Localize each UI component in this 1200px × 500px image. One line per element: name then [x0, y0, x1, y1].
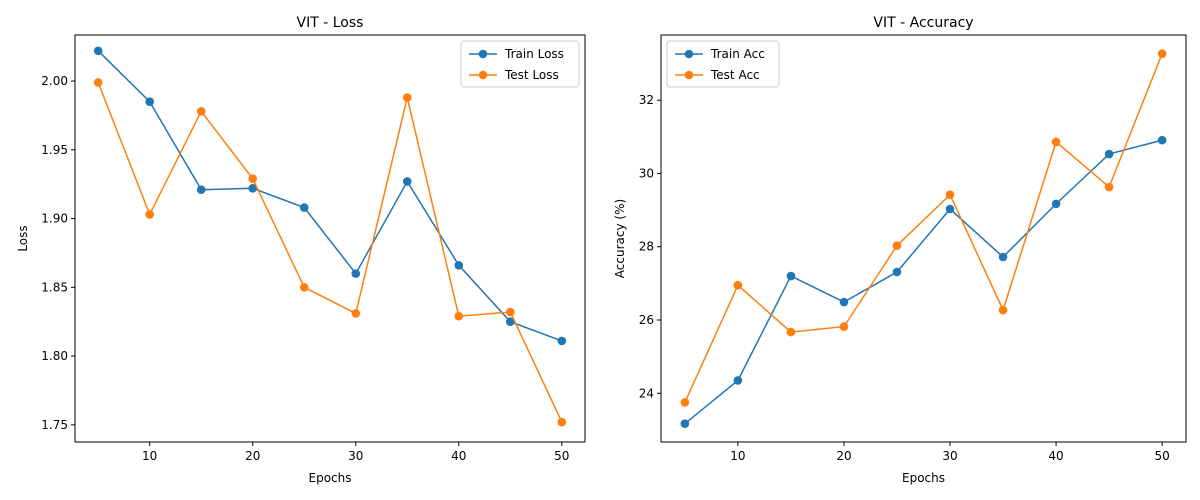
chart-title: VIT - Loss	[297, 15, 364, 31]
x-tick-label: 10	[142, 449, 157, 463]
data-point	[506, 317, 515, 326]
legend-swatch-marker	[478, 49, 488, 59]
data-point	[680, 398, 690, 407]
legend-label: Test Acc	[710, 68, 760, 82]
legend-swatch-marker	[478, 70, 488, 80]
data-point	[93, 46, 103, 56]
legend-label: Train Loss	[504, 47, 564, 61]
legend-swatch-marker	[684, 49, 694, 59]
data-point	[1157, 135, 1167, 145]
y-tick-label: 1.80	[41, 349, 68, 363]
chart-panel-1: VIT - Accuracy 10 20 30 40 50 24 26 28 30 32 Epochs…	[613, 15, 1187, 485]
data-point	[557, 417, 567, 427]
data-point	[402, 93, 412, 102]
x-tick-label: 40	[451, 449, 466, 463]
y-tick-label: 2.00	[41, 74, 68, 88]
data-point	[1157, 49, 1167, 58]
data-point	[351, 269, 361, 278]
data-point	[892, 241, 902, 250]
x-axis-title: Epochs	[309, 471, 352, 485]
y-tick-label: 26	[639, 313, 654, 327]
data-point	[680, 419, 690, 428]
data-point	[402, 177, 412, 186]
data-point	[733, 376, 743, 385]
data-point	[248, 184, 258, 193]
data-point	[839, 322, 849, 331]
data-point	[945, 190, 955, 200]
x-tick-label: 50	[554, 449, 569, 463]
data-point	[1104, 182, 1114, 192]
y-tick-label: 24	[639, 386, 654, 400]
data-point	[557, 336, 567, 346]
y-tick-label: 1.95	[41, 143, 68, 157]
data-point	[454, 261, 464, 270]
data-point	[733, 280, 743, 290]
chart-title: VIT - Accuracy	[873, 15, 973, 31]
plot-frame	[74, 34, 586, 443]
y-tick-label: 1.90	[41, 212, 68, 226]
series-line-0	[97, 50, 563, 342]
data-point	[248, 174, 258, 183]
series-line-1	[97, 82, 563, 423]
data-point	[145, 210, 154, 219]
data-point	[196, 185, 206, 194]
data-point	[351, 309, 361, 318]
y-tick-label: 32	[639, 93, 654, 107]
y-axis-title: Loss	[16, 225, 30, 251]
data-point	[506, 307, 515, 317]
y-tick-label: 1.85	[41, 280, 68, 294]
series-line-1	[684, 53, 1163, 403]
data-point	[786, 271, 796, 281]
x-axis-title: Epochs	[902, 471, 945, 485]
data-point	[196, 107, 206, 116]
data-point	[998, 252, 1008, 262]
data-point	[299, 283, 309, 292]
data-point	[454, 311, 464, 321]
y-tick-label: 30	[639, 166, 654, 180]
y-tick-label: 28	[639, 240, 654, 254]
x-tick-label: 30	[348, 449, 363, 463]
y-tick-label: 1.75	[41, 418, 68, 432]
data-point	[1051, 137, 1061, 147]
data-point	[145, 97, 154, 106]
data-point	[786, 327, 796, 337]
x-tick-label: 30	[942, 449, 957, 463]
legend: Train Acc Test Acc	[666, 40, 780, 88]
data-point	[892, 267, 902, 277]
plot-frame	[660, 34, 1187, 443]
data-point	[93, 78, 103, 87]
data-point	[1104, 149, 1114, 159]
x-tick-label: 40	[1048, 449, 1063, 463]
data-point	[1051, 199, 1061, 209]
legend-label: Test Loss	[504, 68, 559, 82]
legend: Train Loss Test Loss	[460, 40, 580, 88]
data-point	[998, 305, 1008, 315]
data-point	[945, 204, 955, 214]
series-line-0	[684, 139, 1163, 425]
data-point	[299, 203, 309, 212]
x-tick-label: 50	[1154, 449, 1169, 463]
legend-label: Train Acc	[710, 47, 765, 61]
x-tick-label: 10	[730, 449, 745, 463]
x-tick-label: 20	[245, 449, 260, 463]
data-point	[839, 297, 849, 307]
y-axis-title: Accuracy (%)	[613, 199, 627, 278]
legend-swatch-marker	[684, 70, 694, 80]
chart-panel-0: VIT - Loss 10 20 30 40 50 1.75 1.80 1.85 1.90 1.95…	[16, 15, 586, 485]
x-tick-label: 20	[836, 449, 851, 463]
